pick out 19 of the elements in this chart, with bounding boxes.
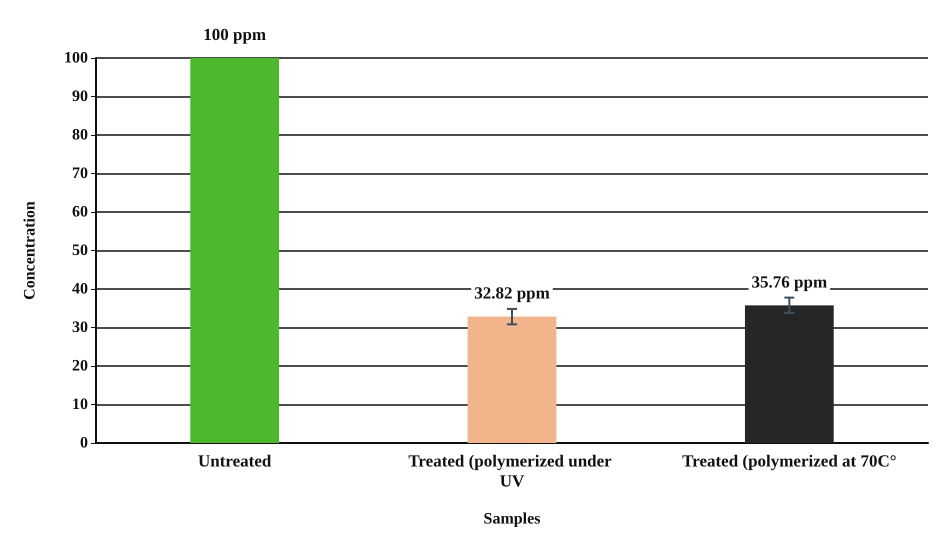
y-tick-label: 10 [72,396,88,413]
x-tick-label: Treated (polymerized at 70C° [682,452,897,470]
x-tick-label: Untreated [198,452,272,470]
data-label: 100 ppm [203,25,266,44]
y-tick-label: 40 [72,280,88,298]
y-tick-label: 100 [64,50,88,66]
y-tick-label: 20 [72,358,88,374]
y-tick-label: 50 [72,242,88,259]
data-label: 32.82 ppm [474,284,550,303]
x-tick-label: Treated (polymerized under UV [408,452,616,490]
y-axis-title: Concentration [22,201,38,300]
y-tick-label: 70 [72,165,88,182]
y-tick-label: 90 [72,88,88,105]
y-tick-label: 30 [72,319,88,336]
x-axis-title: Samples [484,510,540,528]
data-label: 35.76 ppm [752,272,828,292]
y-tick-label: 0 [80,434,88,452]
y-tick-label: 60 [72,204,88,220]
y-tick-label: 80 [72,126,88,144]
